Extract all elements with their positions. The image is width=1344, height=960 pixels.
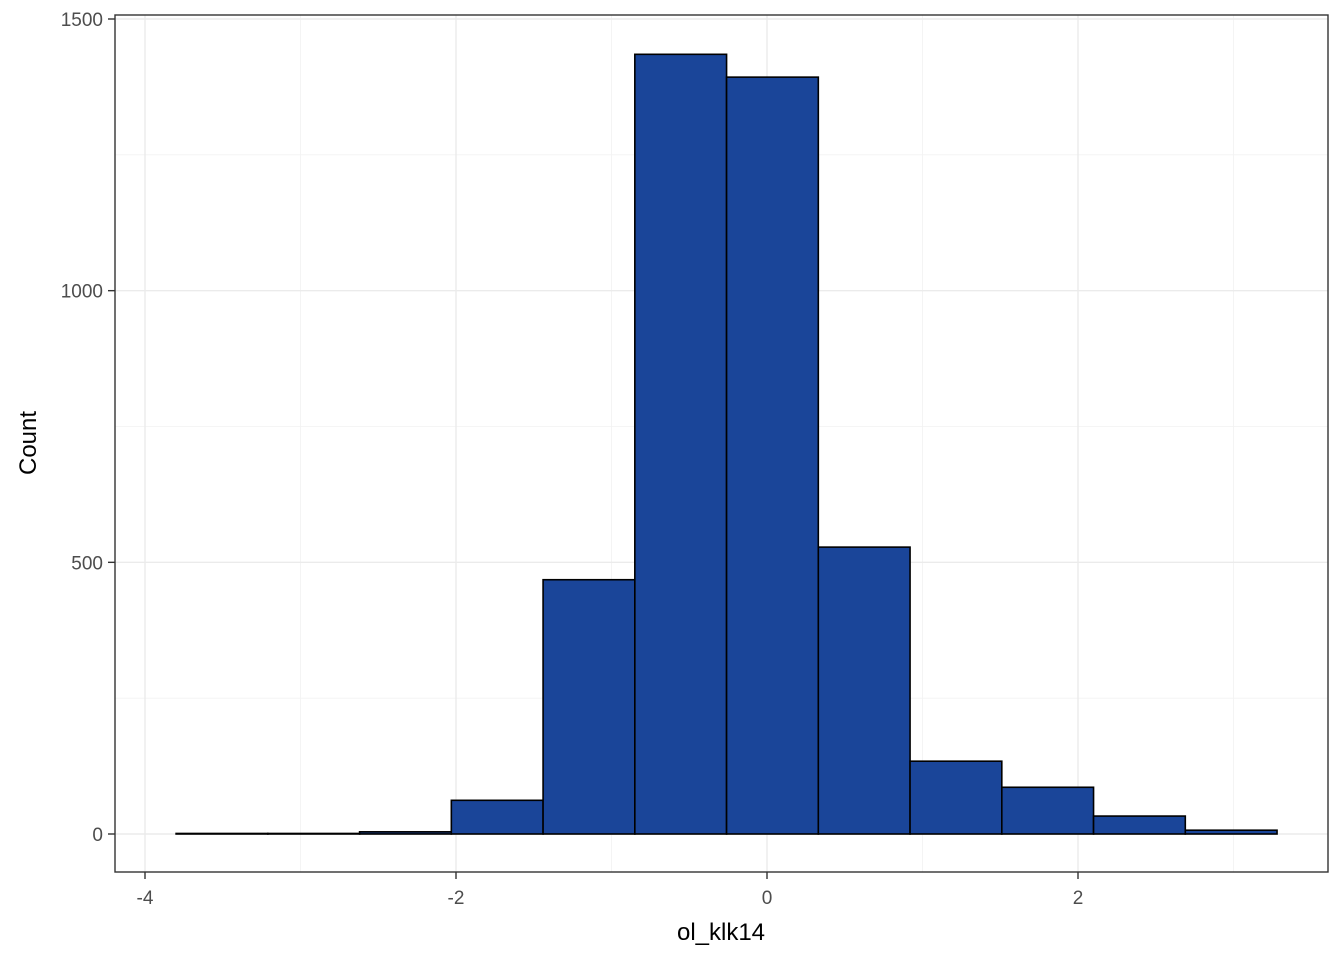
- bars-layer: [175, 53, 1278, 835]
- plot-panel-border: [114, 14, 1329, 873]
- histogram-bar: [175, 832, 269, 835]
- axis-layer: -4 -2 0 2 0 500 1000 1500: [61, 10, 1084, 909]
- y-tick-label: 1500: [61, 10, 103, 31]
- histogram-bar: [358, 831, 453, 835]
- x-tick-label: -4: [137, 888, 154, 909]
- x-tick-label: -2: [448, 888, 465, 909]
- histogram-bar: [1092, 815, 1187, 835]
- histogram-bar: [725, 76, 820, 835]
- histogram-bar: [634, 53, 728, 835]
- x-axis-title: ol_klk14: [677, 919, 765, 946]
- y-tick-label: 0: [92, 825, 103, 846]
- histogram-bar: [542, 578, 636, 835]
- y-tick-label: 1000: [61, 282, 103, 303]
- x-tick-label: 2: [1073, 888, 1084, 909]
- histogram-bar: [1001, 786, 1095, 835]
- histogram-bar: [817, 546, 911, 835]
- histogram-bar: [267, 832, 361, 835]
- y-tick-label: 500: [71, 553, 103, 574]
- x-tick-label: 0: [762, 888, 773, 909]
- histogram-bar: [1184, 829, 1278, 835]
- y-axis-title: Count: [15, 411, 42, 475]
- histogram-bar: [450, 799, 544, 835]
- histogram-bar: [909, 760, 1003, 835]
